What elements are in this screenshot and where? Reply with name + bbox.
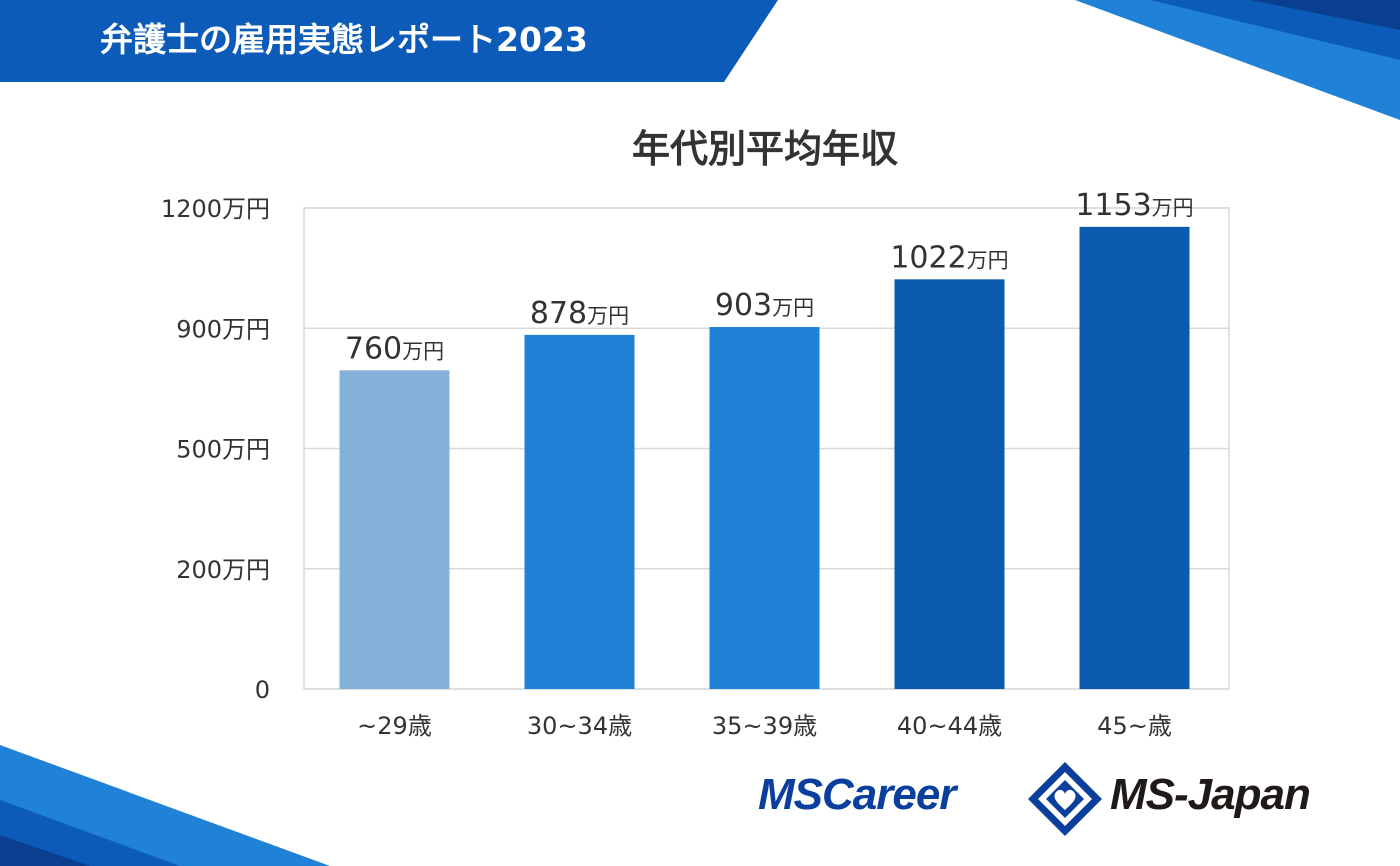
- y-tick-label: 0: [255, 676, 270, 704]
- bar: [894, 279, 1005, 689]
- data-label: 1022万円: [890, 240, 1008, 275]
- y-tick-label: 1200万円: [161, 195, 270, 223]
- x-tick-label: 40~44歳: [897, 712, 1002, 740]
- x-tick-label: 30~34歳: [527, 712, 632, 740]
- y-tick-label: 200万円: [176, 556, 270, 584]
- bar: [524, 334, 635, 689]
- ms-japan-logo: MS-Japan: [1110, 770, 1311, 819]
- data-label: 760万円: [345, 331, 444, 366]
- bar: [709, 327, 820, 689]
- x-tick-label: ~29歳: [357, 712, 432, 740]
- y-tick-label: 900万円: [176, 315, 270, 343]
- x-tick-label: 45~歳: [1097, 712, 1172, 740]
- data-label: 903万円: [715, 288, 814, 323]
- bar: [1079, 226, 1190, 689]
- x-tick-label: 35~39歳: [712, 712, 817, 740]
- data-label: 1153万円: [1075, 188, 1193, 223]
- ms-career-logo: MSCareer: [758, 770, 956, 819]
- bar: [339, 370, 450, 689]
- report-title: 弁護士の雇用実態レポート2023: [100, 20, 588, 59]
- ms-japan-emblem-icon: [1028, 762, 1102, 836]
- data-label: 878万円: [530, 296, 629, 331]
- chart-title: 年代別平均年収: [631, 127, 898, 171]
- y-tick-label: 500万円: [176, 436, 270, 464]
